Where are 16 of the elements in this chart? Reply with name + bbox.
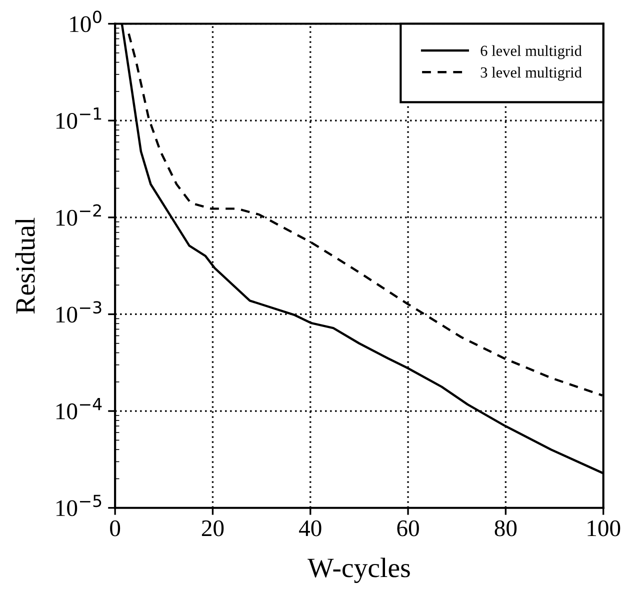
x-tick-label: 40 — [299, 520, 322, 536]
y-tick-label: 10$^{−3}$ — [56, 301, 102, 323]
y-tick-label: 10$^{0}$ — [70, 10, 102, 32]
y-tick-label: 10$^{−4}$ — [56, 398, 102, 420]
y-tick-label: 10$^{−5}$ — [56, 494, 102, 516]
x-tick-label: 100 — [588, 520, 620, 536]
y-tick-label: 10$^{−1}$ — [56, 108, 102, 129]
x-tick-label: 80 — [494, 520, 517, 536]
x-tick-label: 0 — [110, 520, 120, 536]
y-tick-label: 10$^{−2}$ — [56, 204, 101, 226]
legend-label: 6 level multigrid — [480, 45, 582, 60]
legend-label: 3 level multigrid — [480, 66, 582, 81]
x-tick-label: 60 — [397, 520, 419, 536]
y-axis-title: Residual — [15, 218, 35, 314]
x-axis-title: W-cycles — [308, 558, 410, 584]
x-tick-label: 20 — [202, 520, 224, 536]
